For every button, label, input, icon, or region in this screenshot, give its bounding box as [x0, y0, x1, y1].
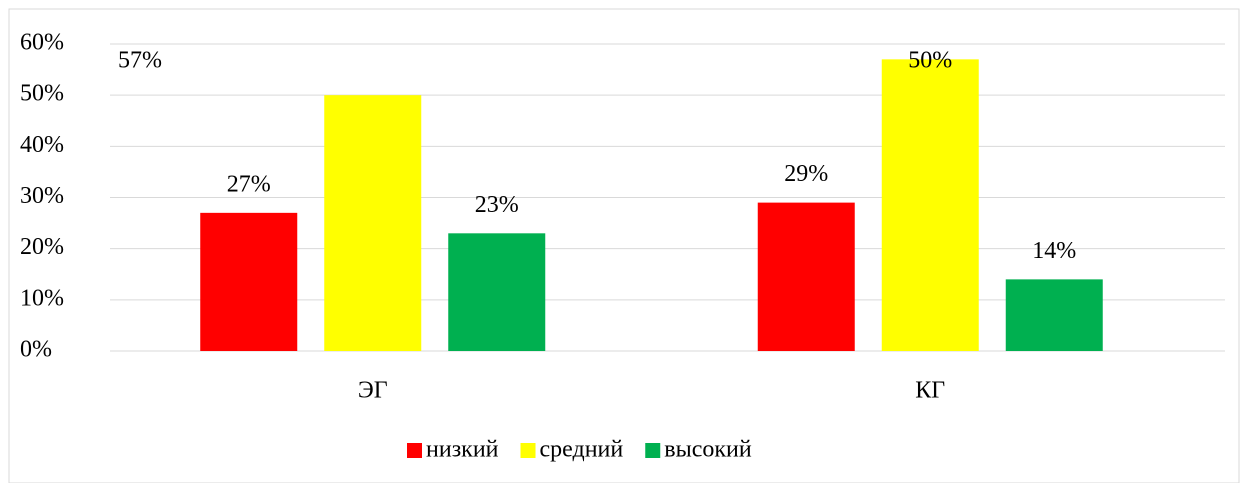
y-tick-label: 10%	[20, 285, 64, 311]
y-tick-label: 60%	[20, 30, 64, 56]
y-tick-label: 30%	[20, 183, 64, 209]
legend-swatch	[407, 443, 422, 458]
legend-label: низкий	[426, 437, 499, 463]
bar	[324, 95, 422, 352]
bar	[448, 233, 546, 351]
legend-swatch	[520, 443, 536, 458]
legend-label: высокий	[664, 437, 752, 463]
bar	[757, 202, 855, 351]
data-label: 27%	[227, 171, 271, 197]
annotation: 57%	[118, 48, 162, 74]
data-label: 29%	[784, 161, 828, 187]
data-label: 23%	[475, 192, 519, 218]
y-tick-label: 20%	[20, 234, 64, 260]
bar	[200, 212, 298, 351]
x-tick-label: КГ	[915, 378, 945, 404]
annotation: 50%	[908, 48, 952, 74]
legend-label: средний	[540, 437, 624, 463]
data-label: 14%	[1032, 238, 1076, 264]
y-tick-label: 40%	[20, 132, 64, 158]
legend-swatch	[645, 443, 661, 458]
y-tick-label: 0%	[20, 337, 52, 363]
y-tick-label: 50%	[20, 81, 64, 107]
bar	[1005, 279, 1103, 351]
bar	[881, 59, 979, 351]
x-tick-label: ЭГ	[358, 378, 388, 404]
